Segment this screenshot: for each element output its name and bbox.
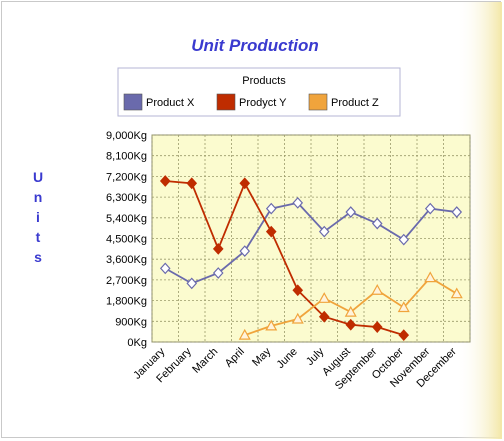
legend-title: Products <box>242 75 286 87</box>
data-point-marker <box>424 202 436 215</box>
data-point-marker <box>186 277 198 290</box>
legend-swatch <box>123 93 143 111</box>
y-axis: 0Kg 900Kg 1,800Kg 2,700Kg 3,600Kg 4,500Kg 5,40… <box>106 130 147 349</box>
y-tick-label: 9,000Kg <box>106 130 147 142</box>
data-point-marker <box>344 305 357 317</box>
legend-box <box>117 67 401 117</box>
chart-title: Unit Production <box>191 36 318 55</box>
legend-swatch <box>308 93 328 111</box>
y-tick-label: 7,200Kg <box>106 171 147 183</box>
data-point-marker <box>212 242 224 255</box>
series-line <box>164 201 457 285</box>
data-point-marker <box>318 225 330 238</box>
y-tick-label: 900Kg <box>115 316 147 328</box>
data-point-marker <box>371 217 383 230</box>
data-point-marker <box>212 267 224 279</box>
legend: Products Product X Prodyct Y Product Z <box>117 67 401 117</box>
y-tick-label: 2,700Kg <box>106 275 147 287</box>
y-tick-label: 8,100Kg <box>106 151 147 163</box>
data-point-marker <box>265 202 277 215</box>
data-point-marker <box>397 301 410 313</box>
y-tick-label: 1,800Kg <box>106 296 147 308</box>
x-tick-label: June <box>275 346 300 371</box>
data-point-marker <box>292 284 304 297</box>
plot-background <box>151 134 471 343</box>
data-point-marker <box>345 318 357 331</box>
legend-label: Product Z <box>331 97 379 109</box>
legend-item: Product Z <box>308 93 379 111</box>
data-point-marker <box>239 245 251 258</box>
y-tick-label: 6,300Kg <box>106 192 147 204</box>
data-point-marker <box>424 271 437 283</box>
data-point-marker <box>371 284 384 295</box>
series-prodyct-y <box>159 175 410 341</box>
data-point-marker <box>318 310 330 323</box>
series-product-x <box>159 196 463 290</box>
data-point-marker <box>159 262 171 275</box>
data-point-marker <box>398 233 410 246</box>
data-point-marker <box>159 175 171 187</box>
plot-area <box>151 134 471 343</box>
data-point-marker <box>238 328 251 340</box>
x-tick-label: April <box>223 346 247 370</box>
x-tick-label: July <box>304 345 327 368</box>
data-point-marker <box>398 329 410 341</box>
data-point-marker <box>265 319 278 331</box>
data-point-marker <box>345 206 357 218</box>
data-point-marker <box>451 206 463 218</box>
series-layer <box>159 175 463 341</box>
data-point-marker <box>318 292 331 303</box>
data-point-marker <box>265 225 277 238</box>
data-point-marker <box>292 196 304 209</box>
data-point-marker <box>291 312 304 324</box>
legend-item: Product X <box>123 93 195 111</box>
legend-swatch <box>216 93 236 111</box>
data-point-marker <box>186 177 198 190</box>
data-point-marker <box>450 287 463 299</box>
x-tick-label: May <box>250 345 274 369</box>
y-tick-label: 4,500Kg <box>106 234 147 246</box>
legend-item: Prodyct Y <box>216 93 287 111</box>
series-line <box>165 180 405 336</box>
data-point-marker <box>371 321 383 333</box>
y-tick-label: 5,400Kg <box>106 213 147 225</box>
data-point-marker <box>239 177 251 190</box>
y-tick-label: 0Kg <box>127 337 147 349</box>
legend-label: Product X <box>146 97 195 109</box>
legend-label: Prodyct Y <box>239 97 287 109</box>
y-tick-label: 3,600Kg <box>106 254 147 266</box>
series-product-z <box>238 271 463 340</box>
x-tick-label: March <box>190 346 220 376</box>
